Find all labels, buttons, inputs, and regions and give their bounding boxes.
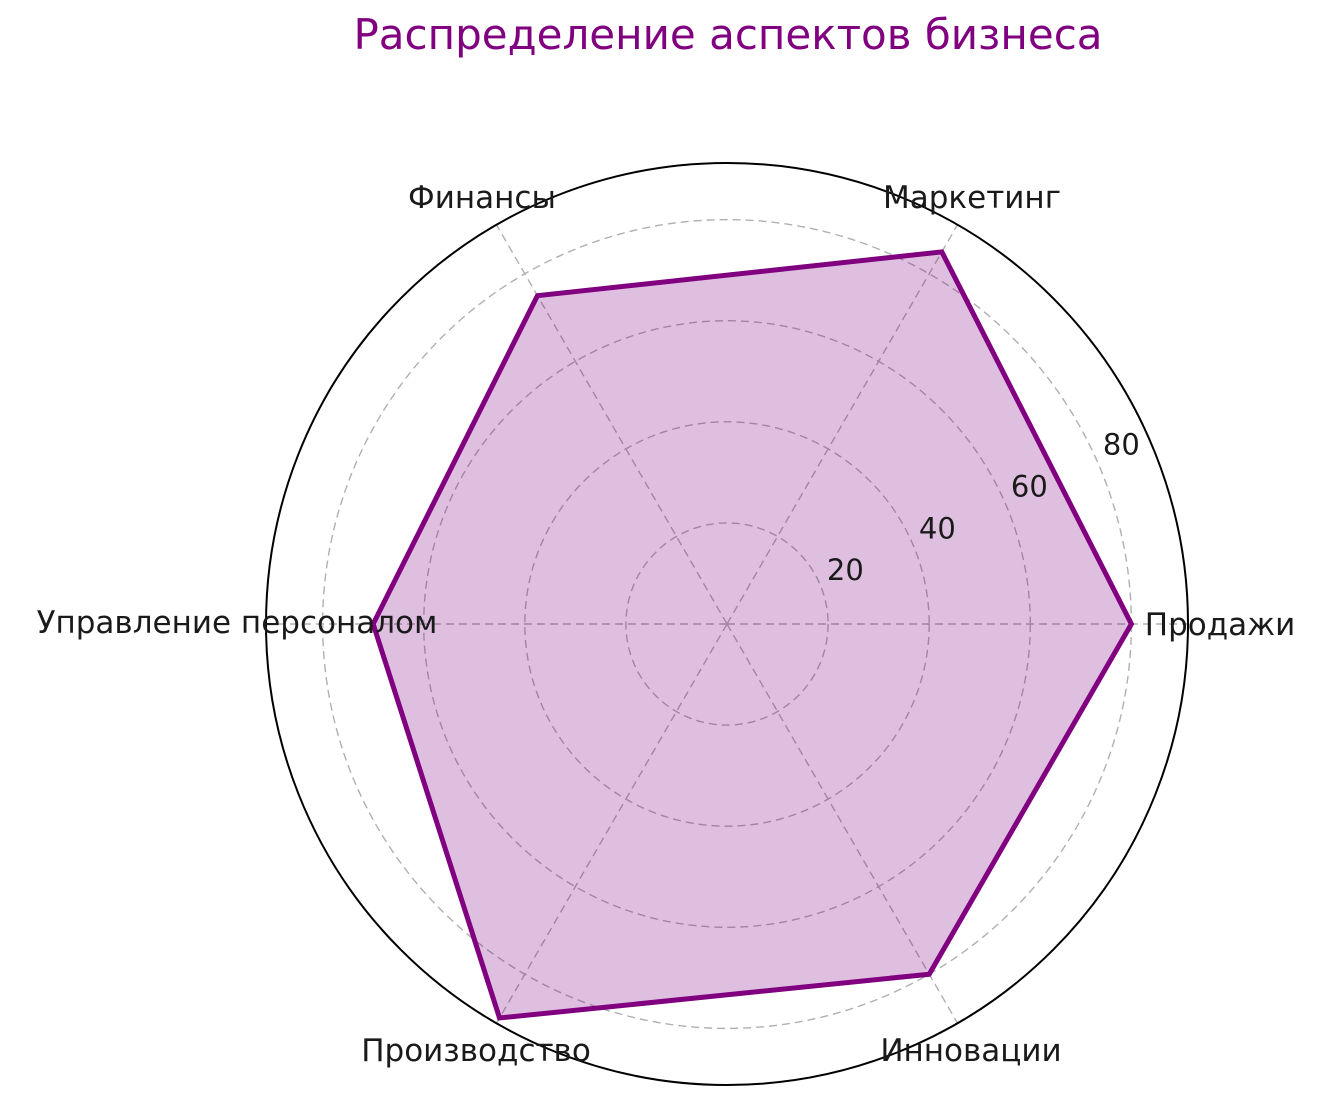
- category-label: Инновации: [880, 1033, 1061, 1069]
- category-label: Продажи: [1145, 607, 1295, 643]
- data-polygon: [370, 249, 1135, 1021]
- radial-tick-label: 40: [919, 511, 956, 545]
- chart-title: Распределение аспектов бизнеса: [353, 10, 1103, 59]
- outer-ring: [265, 162, 1189, 1086]
- axis-spoke: [495, 623, 728, 1024]
- radial-gridline: [625, 522, 829, 726]
- radial-tick-label: 20: [827, 553, 864, 587]
- category-label: Финансы: [408, 180, 556, 216]
- axis-spoke: [495, 224, 728, 625]
- category-label: Маркетинг: [883, 180, 1061, 216]
- radial-tick-label: 60: [1011, 469, 1048, 503]
- axis-spoke: [726, 623, 959, 1024]
- axis-spoke: [726, 224, 959, 625]
- radial-tick-label: 80: [1103, 427, 1140, 461]
- category-label: Производство: [361, 1033, 591, 1069]
- category-label: Управление персоналом: [37, 605, 438, 641]
